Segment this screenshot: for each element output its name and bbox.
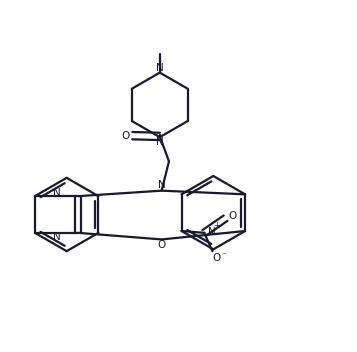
- Text: ⁻: ⁻: [221, 251, 226, 260]
- Text: N: N: [156, 137, 164, 147]
- Text: N: N: [53, 232, 60, 241]
- Text: N: N: [158, 180, 166, 190]
- Text: N: N: [208, 227, 216, 237]
- Text: N: N: [156, 63, 164, 73]
- Text: +: +: [213, 221, 220, 230]
- Text: O: O: [122, 131, 130, 141]
- Text: O: O: [157, 240, 166, 250]
- Text: N: N: [53, 188, 60, 197]
- Text: O: O: [228, 211, 236, 221]
- Text: O: O: [212, 253, 220, 263]
